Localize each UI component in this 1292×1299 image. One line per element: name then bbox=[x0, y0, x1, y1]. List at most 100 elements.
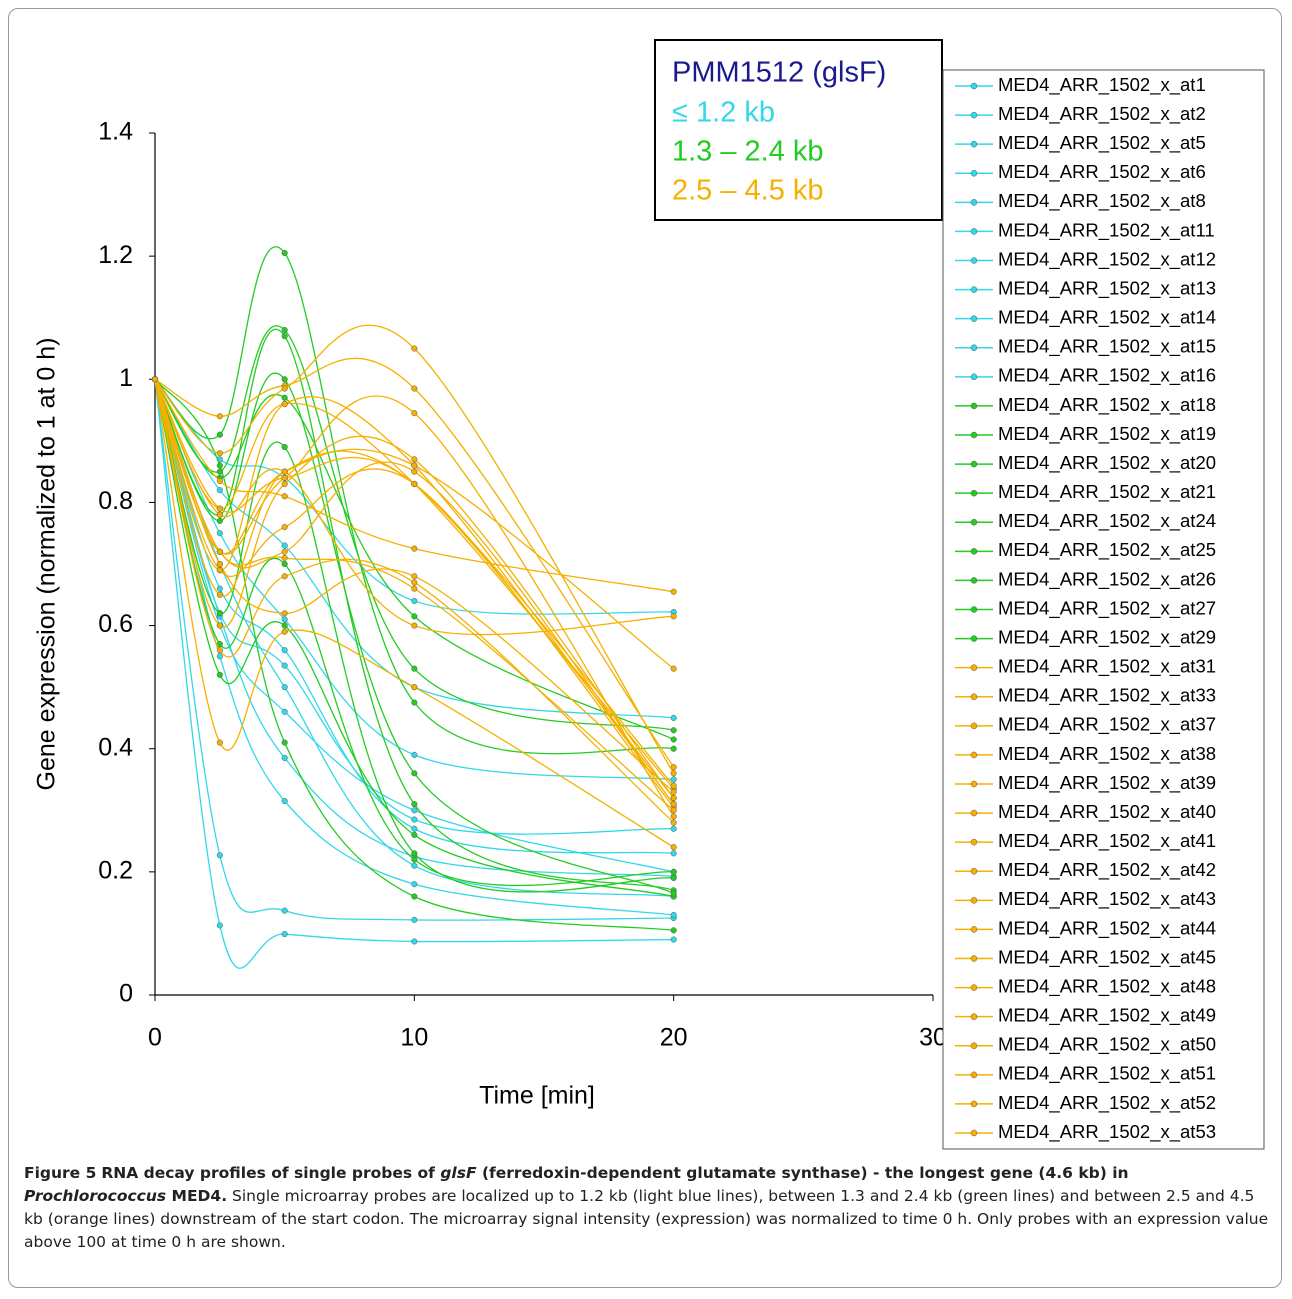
data-point bbox=[216, 610, 223, 617]
data-point bbox=[411, 893, 418, 900]
data-point bbox=[411, 916, 418, 923]
data-point bbox=[216, 548, 223, 555]
data-point bbox=[281, 493, 288, 500]
legend-marker bbox=[970, 780, 978, 788]
caption-title: RNA decay profiles of single probes of g… bbox=[24, 1164, 1129, 1205]
data-point bbox=[281, 708, 288, 715]
data-point bbox=[216, 517, 223, 524]
legend-label: MED4_ARR_1502_x_at45 bbox=[998, 946, 1216, 968]
data-point bbox=[151, 376, 159, 383]
series-line bbox=[154, 378, 674, 719]
legend-label: MED4_ARR_1502_x_at20 bbox=[998, 452, 1216, 474]
legend-label: MED4_ARR_1502_x_at1 bbox=[998, 74, 1206, 96]
caption-title-text: MED4. bbox=[166, 1187, 228, 1205]
y-tick-label: 1.2 bbox=[98, 241, 133, 269]
legend-label: MED4_ARR_1502_x_at11 bbox=[998, 219, 1215, 241]
legend-label: MED4_ARR_1502_x_at5 bbox=[998, 132, 1206, 154]
series-line bbox=[154, 379, 674, 969]
series-line bbox=[154, 379, 674, 921]
y-tick-label: 0.8 bbox=[98, 487, 133, 515]
legend-label: MED4_ARR_1502_x_at44 bbox=[998, 917, 1216, 939]
data-point bbox=[281, 326, 288, 334]
inset-title: PMM1512 (glsF) bbox=[672, 57, 886, 89]
data-point bbox=[670, 782, 677, 789]
data-point bbox=[281, 622, 288, 629]
legend-marker bbox=[970, 519, 978, 526]
inset-box bbox=[654, 39, 943, 221]
legend-label: MED4_ARR_1502_x_at29 bbox=[998, 626, 1216, 648]
data-point bbox=[411, 850, 418, 857]
legend-label: MED4_ARR_1502_x_at8 bbox=[998, 190, 1206, 212]
data-point bbox=[216, 739, 223, 746]
data-point bbox=[281, 616, 288, 623]
legend-label: MED4_ARR_1502_x_at25 bbox=[998, 539, 1216, 561]
legend-label: MED4_ARR_1502_x_at31 bbox=[998, 656, 1216, 678]
legend-marker bbox=[970, 82, 978, 90]
inset-group: 2.5 – 4.5 kb bbox=[672, 175, 824, 207]
legend-marker bbox=[970, 606, 978, 613]
legend-label: MED4_ARR_1502_x_at16 bbox=[998, 365, 1216, 387]
data-point bbox=[411, 613, 418, 620]
data-point bbox=[281, 554, 288, 561]
data-point bbox=[670, 927, 677, 934]
caption-body: Single microarray probes are localized u… bbox=[24, 1187, 1269, 1251]
data-point bbox=[670, 813, 677, 820]
series-line bbox=[154, 324, 675, 774]
legend-label: MED4_ARR_1502_x_at21 bbox=[998, 481, 1216, 503]
legend-marker bbox=[970, 1013, 978, 1020]
data-point bbox=[281, 333, 288, 340]
data-point bbox=[281, 474, 288, 481]
series-line bbox=[154, 378, 674, 593]
data-point bbox=[411, 345, 418, 352]
series-line bbox=[154, 379, 674, 893]
legend-label: MED4_ARR_1502_x_at41 bbox=[998, 830, 1216, 852]
data-point bbox=[216, 653, 223, 660]
legend-label: MED4_ARR_1502_x_at27 bbox=[998, 597, 1216, 619]
legend-label: MED4_ARR_1502_x_at52 bbox=[998, 1092, 1216, 1114]
data-point bbox=[281, 754, 288, 762]
legend-label: MED4_ARR_1502_x_at37 bbox=[998, 714, 1216, 736]
legend-label: MED4_ARR_1502_x_at6 bbox=[998, 161, 1206, 183]
data-point bbox=[216, 622, 223, 629]
series-line bbox=[154, 378, 675, 799]
data-point bbox=[670, 936, 677, 943]
series-line bbox=[154, 379, 674, 636]
data-point bbox=[281, 573, 288, 580]
legend-label: MED4_ARR_1502_x_at48 bbox=[998, 975, 1216, 997]
data-point bbox=[216, 450, 223, 457]
legend-marker bbox=[970, 315, 978, 322]
legend-label: MED4_ARR_1502_x_at40 bbox=[998, 801, 1216, 823]
data-point bbox=[411, 831, 418, 838]
series-line bbox=[154, 379, 675, 787]
data-point bbox=[411, 770, 418, 777]
data-point bbox=[281, 930, 288, 938]
caption-organism: Prochlorococcus bbox=[24, 1187, 167, 1205]
legend-marker bbox=[970, 897, 978, 904]
legend-label: MED4_ARR_1502_x_at19 bbox=[998, 423, 1216, 445]
data-point bbox=[216, 671, 223, 678]
y-tick-label: 0.4 bbox=[98, 733, 133, 761]
legend-marker bbox=[970, 722, 978, 730]
data-point bbox=[411, 480, 418, 488]
x-tick-label: 10 bbox=[400, 1024, 428, 1052]
y-tick-label: 0.2 bbox=[98, 856, 133, 884]
data-point bbox=[216, 431, 223, 438]
data-point bbox=[281, 739, 288, 746]
legend-marker bbox=[970, 257, 978, 264]
data-point bbox=[216, 505, 223, 512]
data-point bbox=[411, 862, 418, 869]
data-point bbox=[281, 250, 288, 257]
legend-label: MED4_ARR_1502_x_at13 bbox=[998, 277, 1216, 299]
data-point bbox=[216, 462, 223, 469]
legend-marker bbox=[970, 111, 978, 119]
legend-marker bbox=[970, 577, 978, 584]
legend-box bbox=[942, 69, 1265, 1150]
data-point bbox=[670, 714, 677, 721]
y-axis-label: Gene expression (normalized to 1 at 0 h) bbox=[33, 337, 61, 790]
data-point bbox=[281, 524, 288, 531]
legend-marker bbox=[970, 955, 978, 962]
caption-label: Figure 5 bbox=[24, 1164, 97, 1182]
data-point bbox=[411, 881, 418, 888]
data-point bbox=[670, 770, 677, 777]
legend-marker bbox=[970, 431, 978, 439]
